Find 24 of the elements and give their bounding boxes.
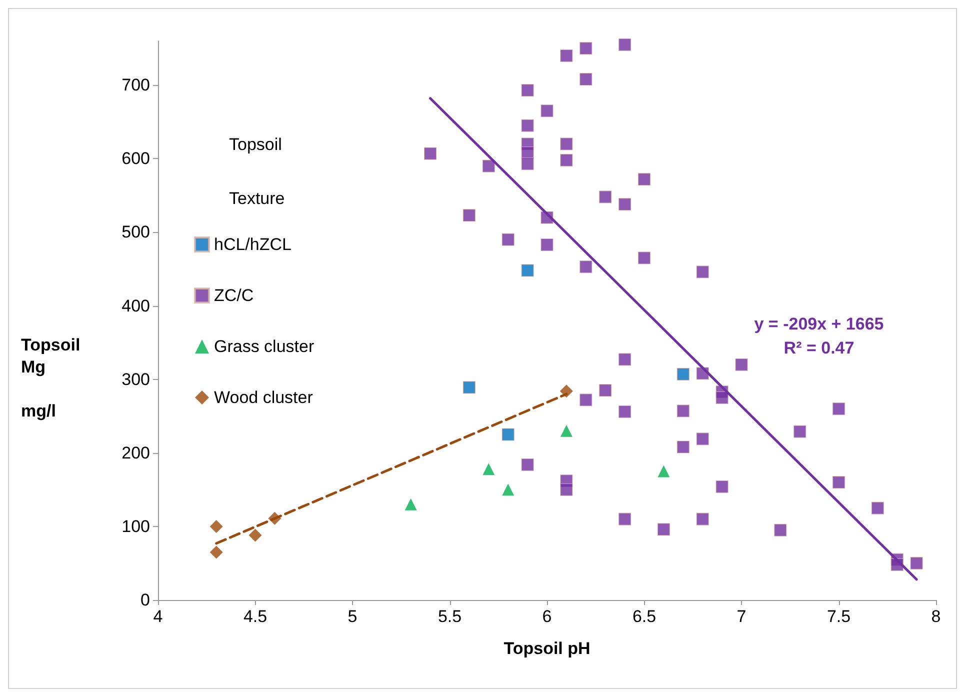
x-tick-label: 5 bbox=[348, 607, 358, 626]
x-tick-label: 7 bbox=[736, 607, 746, 626]
legend-label: ZC/C bbox=[214, 286, 254, 305]
x-tick-label: 6 bbox=[542, 607, 552, 626]
y-tick-label: 100 bbox=[122, 516, 150, 536]
text: Topsoil Mg mg/l bbox=[21, 336, 80, 420]
x-tick-label: 8 bbox=[931, 607, 941, 626]
legend-label: hCL/hZCL bbox=[214, 235, 292, 254]
y-tick-label: 200 bbox=[122, 443, 150, 462]
y-tick-label: 700 bbox=[122, 76, 150, 95]
x-tick-label: 7.5 bbox=[826, 607, 851, 626]
x-tick-label: 4.5 bbox=[243, 607, 268, 626]
x-tick-label: 6.5 bbox=[632, 607, 656, 626]
x-tick-label: 4 bbox=[153, 607, 163, 626]
x-axis-title: Topsoil pH bbox=[504, 639, 590, 658]
y-tick-label: 500 bbox=[122, 222, 150, 242]
y-tick-label: 300 bbox=[122, 370, 150, 389]
y-tick-label: 400 bbox=[122, 296, 150, 316]
legend-label: Grass cluster bbox=[214, 337, 314, 356]
x-tick-label: 5.5 bbox=[438, 607, 462, 626]
y-tick-label: 0 bbox=[140, 590, 150, 610]
annotation: y = -209x + 1665 R² = 0.47 bbox=[754, 314, 884, 358]
legend-label: Wood cluster bbox=[214, 388, 314, 407]
y-tick-label: 600 bbox=[122, 149, 150, 168]
